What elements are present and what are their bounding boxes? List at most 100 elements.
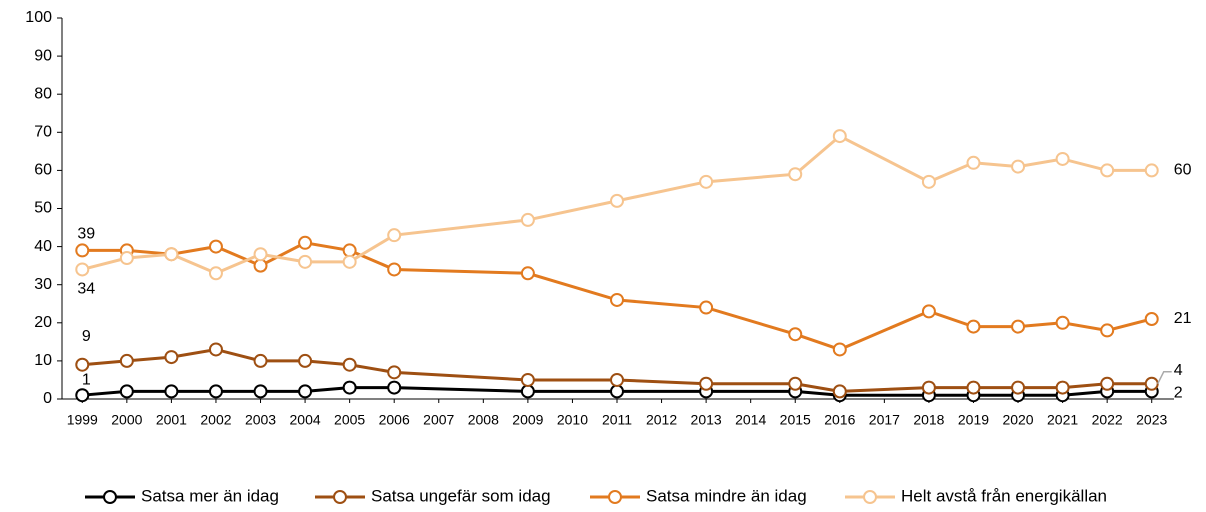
marker — [699, 174, 714, 189]
marker — [253, 353, 268, 368]
marker — [298, 254, 313, 269]
y-tick-label: 100 — [25, 9, 52, 26]
x-tick-label: 2019 — [958, 412, 989, 428]
x-tick-label: 2021 — [1047, 412, 1078, 428]
marker — [119, 353, 134, 368]
x-tick-label: 2007 — [423, 412, 454, 428]
marker — [788, 376, 803, 391]
marker — [164, 350, 179, 365]
marker — [1055, 315, 1070, 330]
marker — [387, 228, 402, 243]
marker — [208, 239, 223, 254]
x-tick-label: 2022 — [1092, 412, 1123, 428]
legend-marker — [608, 490, 622, 504]
x-tick-label: 2004 — [290, 412, 321, 428]
y-tick-label: 70 — [34, 124, 52, 141]
marker — [1011, 380, 1026, 395]
marker — [75, 388, 90, 403]
marker — [119, 384, 134, 399]
x-tick-label: 2013 — [691, 412, 722, 428]
y-tick-label: 90 — [34, 47, 52, 64]
x-tick-label: 2014 — [735, 412, 766, 428]
marker — [1144, 376, 1159, 391]
data-label: 9 — [82, 328, 91, 345]
marker — [699, 376, 714, 391]
x-tick-label: 2002 — [200, 412, 231, 428]
marker — [342, 243, 357, 258]
legend: Satsa mer än idag Satsa ungefär som idag S… — [85, 486, 1107, 505]
marker — [921, 174, 936, 189]
leader-line — [1157, 371, 1172, 385]
x-tick-label: 2010 — [557, 412, 588, 428]
marker — [1011, 319, 1026, 334]
marker — [387, 365, 402, 380]
x-tick-label: 2000 — [111, 412, 142, 428]
marker — [298, 353, 313, 368]
data-label: 21 — [1174, 310, 1192, 327]
marker — [1144, 311, 1159, 326]
x-tick-label: 2015 — [780, 412, 811, 428]
marker — [208, 266, 223, 281]
y-tick-label: 50 — [34, 200, 52, 217]
marker — [832, 384, 847, 399]
marker — [253, 258, 268, 273]
marker — [966, 319, 981, 334]
x-tick-label: 2001 — [156, 412, 187, 428]
marker — [208, 384, 223, 399]
x-tick-label: 2008 — [468, 412, 499, 428]
x-tick-label: 2003 — [245, 412, 276, 428]
marker — [788, 327, 803, 342]
x-tick-label: 2012 — [646, 412, 677, 428]
data-label: 39 — [77, 226, 95, 243]
marker — [610, 372, 624, 387]
marker — [921, 380, 936, 395]
data-label: 2 — [1174, 385, 1183, 402]
legend-label: Satsa mindre än idag — [646, 486, 807, 505]
marker — [342, 380, 357, 395]
y-tick-label: 10 — [34, 352, 52, 369]
marker — [75, 262, 90, 277]
marker — [342, 357, 357, 372]
marker — [610, 193, 624, 208]
y-tick-label: 80 — [34, 85, 52, 102]
marker — [1100, 376, 1115, 391]
x-tick-label: 2009 — [512, 412, 543, 428]
marker — [520, 372, 535, 387]
marker — [966, 380, 981, 395]
y-tick-label: 40 — [34, 238, 52, 255]
legend-marker — [103, 490, 117, 504]
marker — [921, 304, 936, 319]
legend-marker — [863, 490, 877, 504]
marker — [1055, 151, 1070, 166]
marker — [1144, 163, 1159, 178]
marker — [1011, 159, 1026, 174]
x-tick-label: 1999 — [67, 412, 98, 428]
marker — [1055, 380, 1070, 395]
marker — [253, 247, 268, 262]
marker — [387, 380, 402, 395]
y-tick-label: 30 — [34, 276, 52, 293]
marker — [1100, 163, 1115, 178]
legend-marker — [333, 490, 347, 504]
x-tick-label: 2006 — [379, 412, 410, 428]
x-tick-label: 2005 — [334, 412, 365, 428]
data-label: 4 — [1174, 362, 1183, 379]
marker — [966, 155, 981, 170]
marker — [164, 247, 179, 262]
marker — [788, 167, 803, 182]
marker — [164, 384, 179, 399]
marker — [75, 357, 90, 372]
marker — [298, 384, 313, 399]
legend-label: Satsa mer än idag — [141, 486, 279, 505]
marker — [610, 384, 624, 399]
y-tick-label: 0 — [43, 390, 52, 407]
data-label: 34 — [77, 281, 95, 298]
legend-label: Satsa ungefär som idag — [371, 486, 551, 505]
marker — [832, 342, 847, 357]
marker — [610, 292, 624, 307]
marker — [342, 254, 357, 269]
x-tick-label: 2011 — [602, 412, 632, 428]
marker — [520, 266, 535, 281]
marker — [298, 235, 313, 250]
